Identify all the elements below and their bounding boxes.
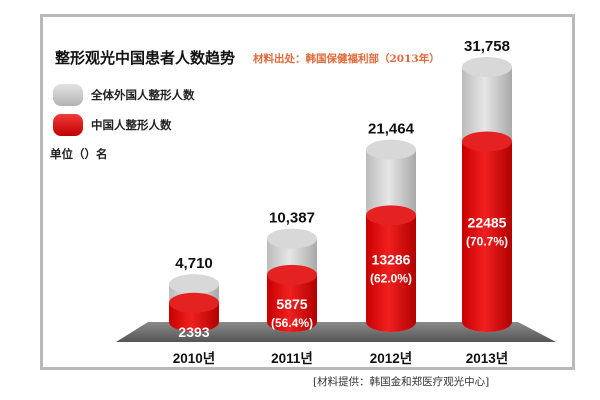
unit-label: 单位（）名 [50, 147, 108, 161]
x-tick-label: 2012년 [370, 351, 412, 366]
legend-label-total: 全体外国人整形人数 [91, 88, 195, 102]
legend-swatch-china [53, 114, 83, 136]
china-bar [462, 141, 512, 322]
total-bar-top [462, 57, 512, 77]
legend-swatch-total [53, 84, 83, 106]
x-tick-label: 2010년 [173, 351, 215, 366]
total-value-label: 21,464 [368, 121, 415, 138]
china-bar-base [267, 312, 317, 332]
china-value-label: 13286 [372, 252, 411, 268]
chart-floor [116, 322, 556, 342]
chart-title: 整形观光中国患者人数趋势 [55, 49, 236, 67]
x-tick-label: 2011년 [271, 351, 313, 366]
china-bar-top [462, 131, 512, 152]
china-bar [366, 215, 416, 322]
china-share-label: (62.0%) [370, 272, 412, 286]
total-bar-top [267, 228, 317, 249]
china-share-label: (50.8%) [173, 344, 215, 358]
footer-credit: [材料提供：韩国金和郑医疗观光中心] [313, 376, 490, 388]
x-tick-label: 2013년 [466, 351, 508, 366]
legend-label-china: 中国人整形人数 [91, 118, 172, 132]
china-bar-top [366, 205, 416, 226]
china-bar-base [366, 312, 416, 332]
china-bar-top [169, 292, 219, 313]
legend-item-total: 全体外国人整形人数 [53, 84, 195, 106]
total-bar-top [366, 139, 416, 160]
china-value-label: 22485 [468, 215, 507, 231]
china-value-label: 5875 [276, 296, 307, 312]
source-note: 材料出处：韩国保健福利部（2013年） [253, 53, 440, 65]
china-bar-top [267, 264, 317, 285]
china-bar-base [169, 312, 219, 332]
total-bar-top [169, 274, 219, 295]
total-value-label: 4,710 [175, 255, 213, 272]
china-value-label: 2393 [178, 324, 209, 340]
china-share-label: (70.7%) [466, 235, 508, 249]
china-share-label: (56.4%) [271, 316, 313, 330]
total-value-label: 31,758 [464, 38, 510, 55]
legend-item-china: 中国人整形人数 [53, 114, 172, 136]
total-value-label: 10,387 [269, 210, 315, 227]
china-bar-base [462, 312, 512, 332]
